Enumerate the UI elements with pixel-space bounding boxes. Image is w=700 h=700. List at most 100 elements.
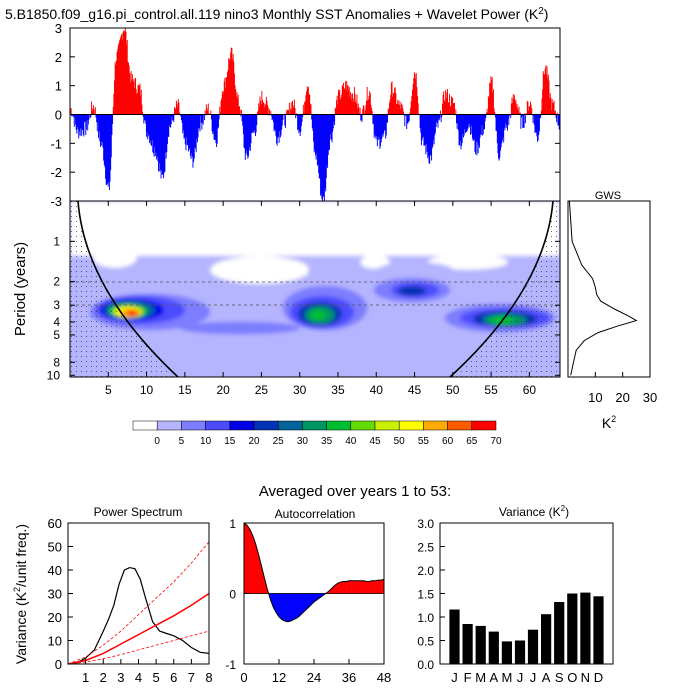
x-tick-label: 50 xyxy=(446,383,460,397)
anomaly-bar xyxy=(211,114,213,132)
y-tick-label: 1 xyxy=(229,517,236,531)
anomaly-bar xyxy=(524,114,526,124)
anomaly-bar xyxy=(318,114,320,179)
anomaly-bar xyxy=(189,114,191,157)
anomaly-bar xyxy=(355,103,357,115)
anomaly-bar xyxy=(521,114,523,116)
variance-bar xyxy=(475,625,486,664)
anomaly-bar xyxy=(175,108,177,115)
anomaly-bar xyxy=(315,114,316,156)
anomaly-bar xyxy=(312,114,314,131)
anomaly-fill xyxy=(70,28,561,201)
anomaly-bar xyxy=(97,114,99,123)
anomaly-bar xyxy=(538,114,540,132)
anomaly-bar xyxy=(390,82,392,115)
anomaly-bar xyxy=(87,114,89,131)
anomaly-bar xyxy=(209,113,211,115)
y-tick-label: 1 xyxy=(53,234,60,248)
colorbar-label: 5 xyxy=(179,436,185,447)
anomaly-bar xyxy=(484,114,486,130)
anomaly-bar xyxy=(195,114,197,153)
x-tick-label: D xyxy=(594,670,603,685)
autocorrelation-area xyxy=(340,581,344,594)
y-tick-label: 1 xyxy=(55,79,62,94)
anomaly-bar xyxy=(413,72,415,115)
anomaly-bar xyxy=(325,114,327,179)
anomaly-bar xyxy=(541,98,543,115)
anomaly-bar xyxy=(82,114,84,131)
anomaly-bar xyxy=(371,108,373,115)
anomaly-bar xyxy=(129,73,131,115)
anomaly-bar xyxy=(307,88,309,115)
anomaly-bar xyxy=(357,103,359,115)
anomaly-bar xyxy=(306,91,308,115)
anomaly-bar xyxy=(468,114,470,125)
anomaly-bar xyxy=(293,107,295,115)
anomaly-bar xyxy=(192,114,194,168)
anomaly-bar xyxy=(196,114,198,140)
anomaly-bar xyxy=(359,107,361,115)
anomaly-bar xyxy=(198,114,200,129)
x-tick-label: 48 xyxy=(377,670,391,685)
anomaly-bar xyxy=(207,103,209,115)
anomaly-bar xyxy=(244,114,246,149)
anomaly-bar xyxy=(330,114,332,140)
anomaly-bar xyxy=(228,58,230,115)
wavelet-blob xyxy=(398,286,426,296)
colorbar-label: 0 xyxy=(154,436,160,447)
anomaly-bar xyxy=(394,87,396,115)
wavelet-blob xyxy=(308,258,338,282)
x-tick-label: 20 xyxy=(216,383,230,397)
anomaly-bar xyxy=(393,94,395,115)
wavelet-low-blob xyxy=(428,254,508,270)
anomaly-bar xyxy=(132,79,134,115)
anomaly-bar xyxy=(513,98,515,115)
anomaly-bar xyxy=(395,93,397,115)
anomaly-bar xyxy=(344,88,346,115)
anomaly-bar xyxy=(313,114,315,142)
anomaly-bar xyxy=(154,114,156,148)
anomaly-bar xyxy=(461,114,463,144)
anomaly-bar xyxy=(372,114,374,124)
anomaly-bar xyxy=(523,114,525,128)
anomaly-bar xyxy=(367,99,369,115)
anomaly-bar xyxy=(190,114,192,159)
wavelet-blob xyxy=(310,310,326,320)
anomaly-bar xyxy=(135,89,137,115)
anomaly-bar xyxy=(168,114,170,137)
x-tick-label: O xyxy=(567,670,577,685)
anomaly-bar xyxy=(373,114,375,138)
anomaly-bar xyxy=(445,97,447,115)
y-tick-label: -1 xyxy=(225,658,236,672)
anomaly-bar xyxy=(390,94,392,115)
anomaly-bar xyxy=(535,114,537,133)
anomaly-bar xyxy=(309,94,311,115)
anomaly-bar xyxy=(91,108,93,115)
anomaly-bar xyxy=(515,106,517,115)
anomaly-bar xyxy=(463,114,465,136)
anomaly-bar xyxy=(122,30,124,115)
anomaly-bar xyxy=(470,114,472,134)
anomaly-bar xyxy=(549,98,551,115)
anomaly-bar xyxy=(432,114,434,147)
anomaly-bar xyxy=(388,109,390,115)
anomaly-bar xyxy=(231,47,233,115)
anomaly-bar xyxy=(379,114,381,149)
power-spectrum-plot xyxy=(67,541,210,665)
anomaly-bar xyxy=(423,114,425,146)
anomaly-bar xyxy=(352,93,353,115)
anomaly-bar xyxy=(302,114,304,117)
anomaly-bar xyxy=(126,44,128,115)
anomaly-bar xyxy=(537,114,538,142)
anomaly-bar xyxy=(144,114,146,121)
x-tick-label: 4 xyxy=(135,670,142,685)
autocorrelation-area xyxy=(293,593,297,620)
anomaly-bar xyxy=(147,114,149,137)
anomaly-bar xyxy=(159,114,161,172)
colorbar-swatch xyxy=(229,420,255,431)
anomaly-bar xyxy=(505,114,507,128)
anomaly-bar xyxy=(232,59,233,115)
anomaly-bar xyxy=(326,114,328,166)
anomaly-bar xyxy=(436,114,438,124)
anomaly-bar xyxy=(392,92,394,115)
